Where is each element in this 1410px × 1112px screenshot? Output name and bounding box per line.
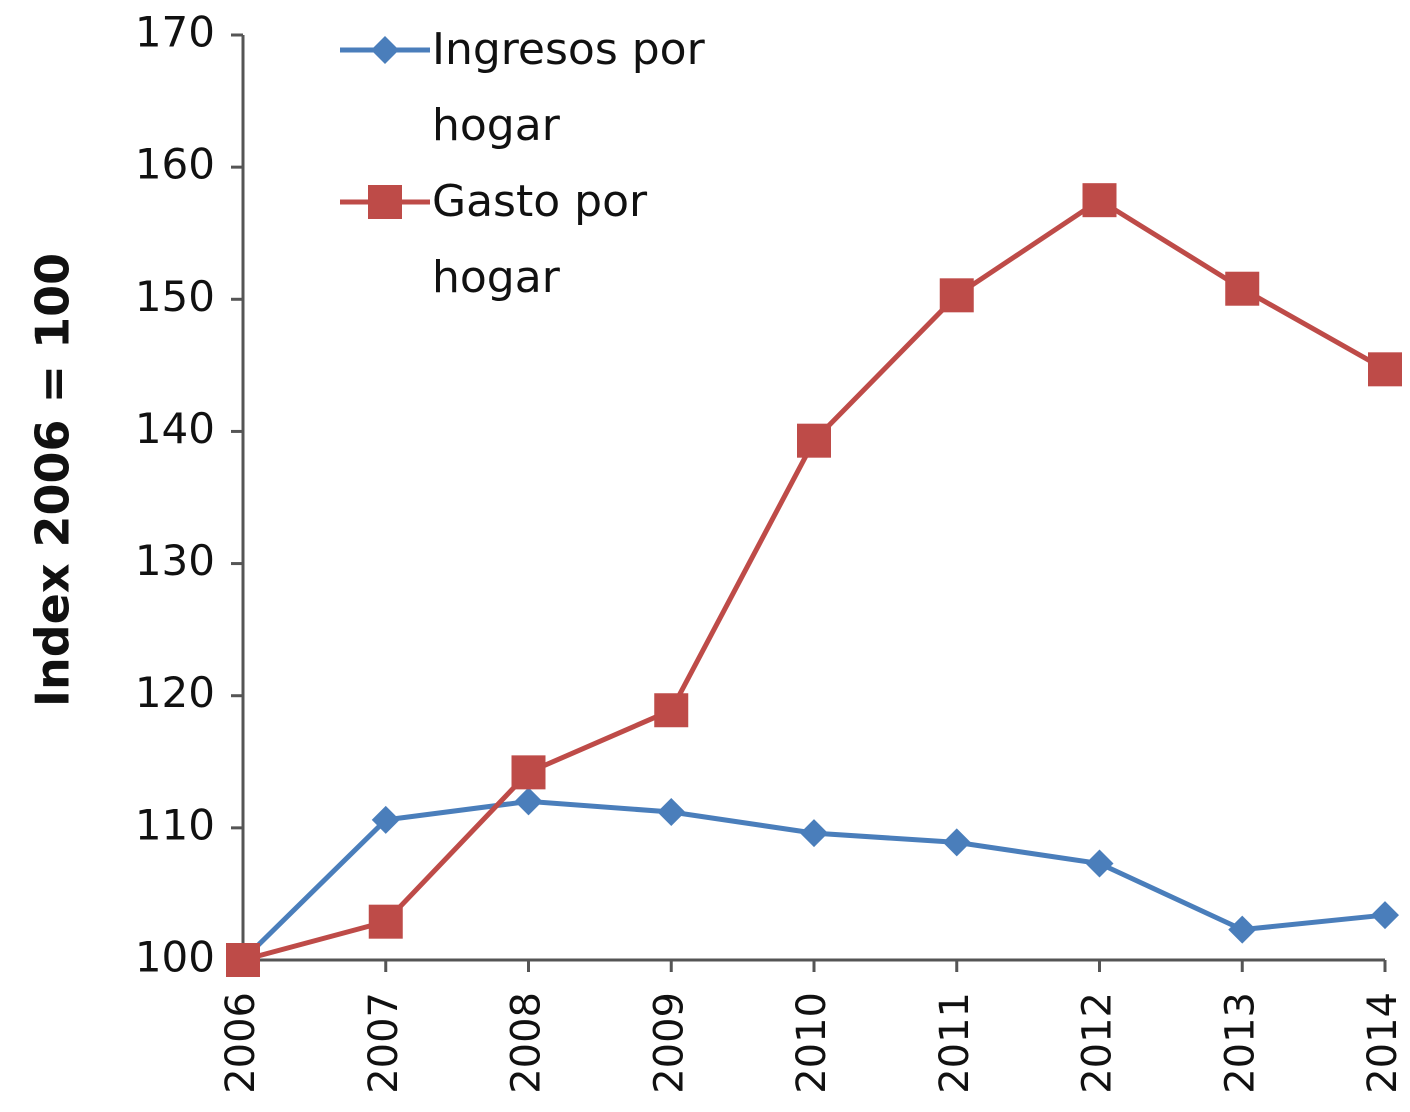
y-axis-label: Index 2006 = 100 [26,253,80,707]
legend-label: Gasto por hogar [432,176,648,303]
marker [800,819,828,848]
marker [371,805,400,834]
y-tick-label: 160 [135,140,215,189]
y-tick-label: 170 [135,8,215,57]
x-tick-label: 2011 [932,992,978,1094]
marker [657,798,686,826]
marker [1371,901,1399,930]
marker [1082,183,1117,218]
marker [1228,915,1257,944]
y-tick-label: 130 [135,536,215,585]
x-tick-label: 2008 [504,992,550,1094]
marker [511,755,546,790]
y-tick-label: 110 [135,800,215,849]
marker [1368,352,1402,387]
legend-label: Ingresos por hogar [432,24,705,151]
marker [654,693,689,728]
marker [942,828,971,857]
marker [1225,271,1260,306]
marker [797,423,831,458]
x-tick-label: 2012 [1075,992,1121,1094]
x-tick-label: 2010 [789,992,835,1094]
x-tick-label: 2013 [1217,992,1263,1094]
marker [368,904,403,939]
y-tick-label: 100 [135,933,215,982]
marker [1085,849,1114,878]
marker [939,278,974,313]
x-tick-label: 2009 [646,992,692,1094]
marker [226,943,260,977]
x-tick-label: 2014 [1360,992,1406,1094]
marker [514,787,543,816]
y-tick-label: 120 [135,668,215,717]
y-tick-label: 150 [135,272,215,321]
legend-marker [371,36,399,64]
x-tick-label: 2006 [218,992,264,1094]
legend-marker [368,185,402,219]
y-tick-label: 140 [135,404,215,453]
x-tick-label: 2007 [361,992,407,1094]
